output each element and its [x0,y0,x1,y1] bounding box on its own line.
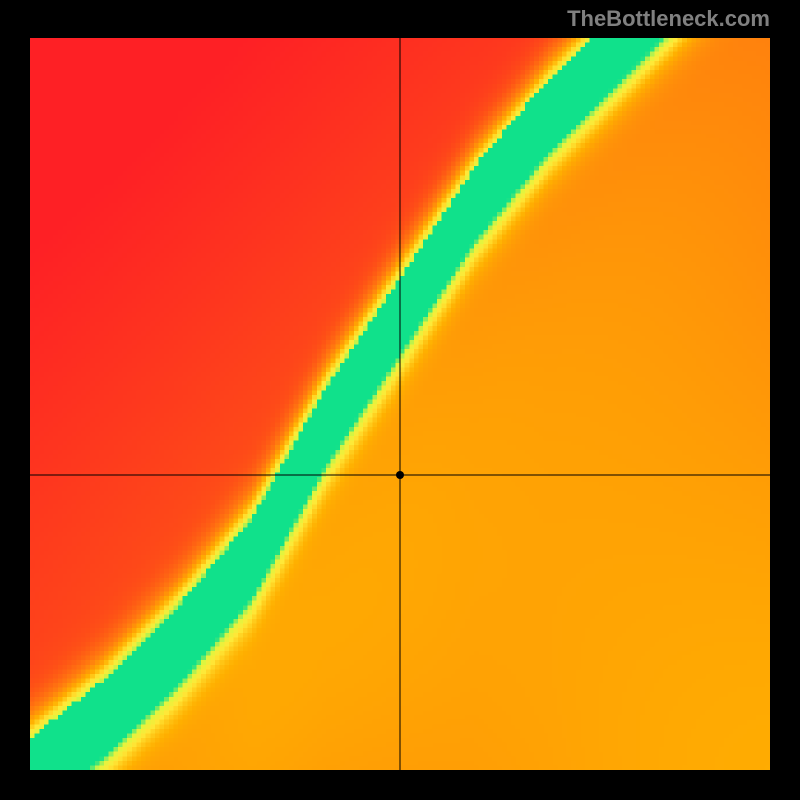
bottleneck-heatmap [30,38,770,770]
watermark-text: TheBottleneck.com [567,6,770,32]
figure-container: { "watermark": { "text": "TheBottleneck.… [0,0,800,800]
